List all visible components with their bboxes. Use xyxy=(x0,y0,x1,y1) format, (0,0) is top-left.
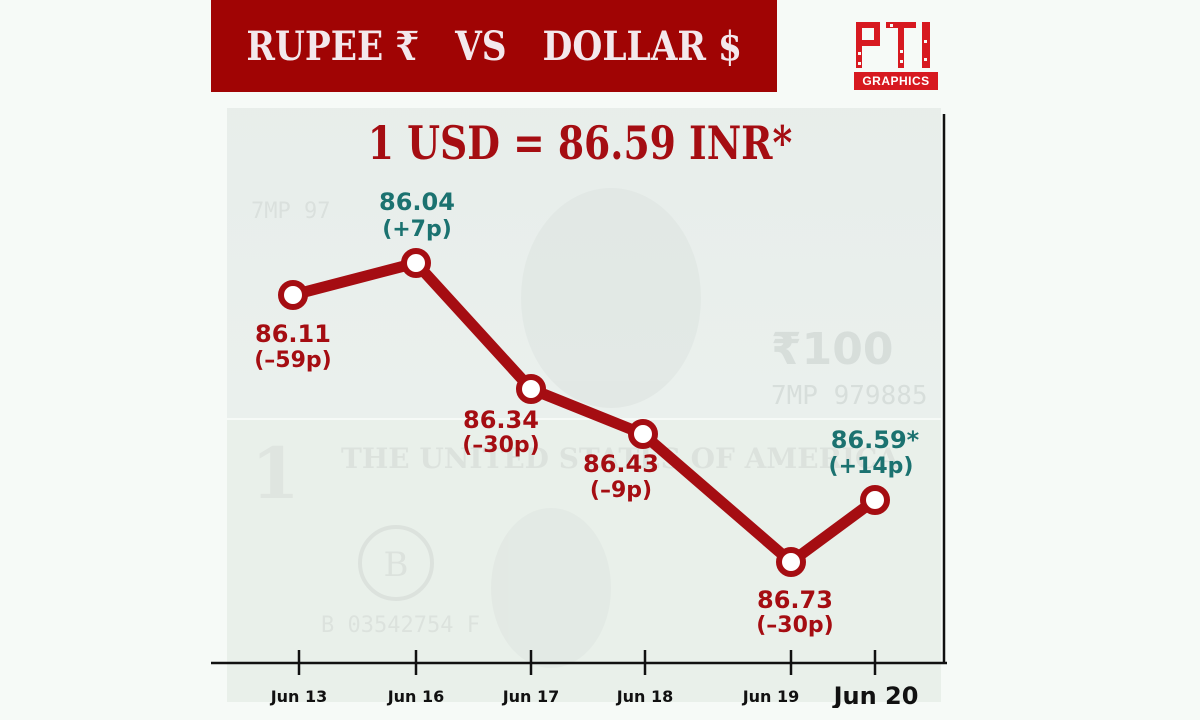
dollar-serial-watermark: B 03542754 F xyxy=(321,613,480,638)
x-label-jun17: Jun 17 xyxy=(502,687,560,706)
rupee-100-watermark: ₹100 xyxy=(771,324,893,375)
chart-title: RUPEE ₹ VS DOLLAR $ xyxy=(246,22,742,70)
pti-logo-icon xyxy=(856,22,930,68)
rupee-serial-watermark: 7MP 979885 xyxy=(771,381,928,411)
logo-graphics-label: GRAPHICS xyxy=(854,72,938,90)
chart-plot: ₹100 7MP 979885 7MP 97 THE UNITED STATES… xyxy=(211,114,947,708)
washington-portrait-watermark xyxy=(491,508,611,668)
data-point-jun17 xyxy=(516,374,546,404)
data-point-jun18 xyxy=(628,419,658,449)
value-label-jun13: 86.11 xyxy=(255,320,331,348)
change-label-jun17: (–30p) xyxy=(462,433,539,458)
value-label-jun16: 86.04 xyxy=(379,188,455,216)
value-label-jun19: 86.73 xyxy=(757,586,833,614)
data-point-jun19 xyxy=(776,547,806,577)
x-label-jun16: Jun 16 xyxy=(387,687,445,706)
change-label-jun19: (–30p) xyxy=(756,613,833,638)
title-banner: RUPEE ₹ VS DOLLAR $ xyxy=(211,0,777,92)
value-label-jun18: 86.43 xyxy=(583,450,659,478)
svg-text:B: B xyxy=(384,545,409,585)
change-label-jun20: (+14p) xyxy=(829,454,914,479)
svg-text:1: 1 xyxy=(251,432,300,515)
dollar-text-watermark: THE UNITED STATES OF AMERICA xyxy=(341,442,900,475)
data-line xyxy=(287,257,881,568)
data-point-jun20 xyxy=(860,485,890,515)
data-point-jun16 xyxy=(401,248,431,278)
data-markers xyxy=(278,248,890,577)
chart-area: ₹100 7MP 979885 7MP 97 THE UNITED STATES… xyxy=(211,108,949,708)
dollar-seal-watermark xyxy=(358,525,434,601)
x-tick-labels: Jun 13 Jun 16 Jun 17 Jun 18 Jun 19 Jun 2… xyxy=(270,682,919,708)
x-axis-ticks xyxy=(297,650,877,675)
background-decorations: ₹100 7MP 979885 7MP 97 THE UNITED STATES… xyxy=(251,188,928,668)
exchange-rate-headline: 1 USD = 86.59 INR* xyxy=(367,116,793,170)
x-label-jun13: Jun 13 xyxy=(270,687,328,706)
gandhi-portrait-watermark xyxy=(521,188,701,408)
x-label-jun19: Jun 19 xyxy=(742,687,800,706)
value-labels: 86.11 (–59p) 86.04 (+7p) 86.34 (–30p) 86… xyxy=(254,188,919,638)
data-point-jun13 xyxy=(278,280,308,310)
change-label-jun16: (+7p) xyxy=(382,217,452,242)
x-label-jun20: Jun 20 xyxy=(832,682,919,708)
value-label-jun20: 86.59* xyxy=(831,426,920,454)
value-label-jun17: 86.34 xyxy=(463,406,539,434)
rupee-serial-left-watermark: 7MP 97 xyxy=(251,199,330,224)
pti-graphics-logo: GRAPHICS xyxy=(852,20,940,92)
change-label-jun18: (–9p) xyxy=(590,478,652,503)
change-label-jun13: (–59p) xyxy=(254,348,331,373)
x-label-jun18: Jun 18 xyxy=(616,687,674,706)
